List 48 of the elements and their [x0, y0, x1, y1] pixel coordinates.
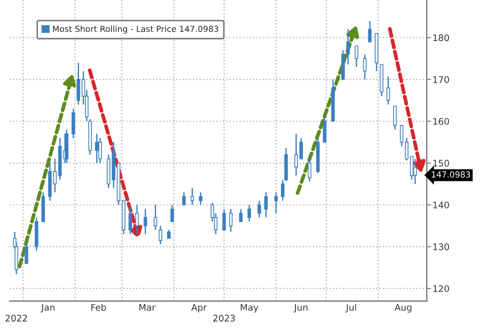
y-tick-label: 150: [433, 160, 449, 167]
candlestick: [190, 188, 194, 206]
y-tick-label: 140: [433, 202, 449, 208]
candlestick: [393, 106, 397, 130]
y-tick-label: 120: [433, 285, 449, 292]
candlestick: [354, 45, 358, 68]
candlestick: [274, 192, 278, 214]
y-tick-label: 170: [433, 76, 449, 83]
candlestick: [182, 192, 186, 206]
x-tick-label: Feb: [91, 304, 106, 311]
candlestick: [413, 158, 417, 185]
candlestick: [363, 54, 367, 80]
x-tick-label: Apr: [191, 304, 207, 313]
candlestick: [95, 133, 99, 164]
candlestick: [222, 208, 226, 231]
legend-label: Most Short Rolling - Last Price 147.0983: [53, 26, 218, 34]
candlestick: [198, 192, 202, 206]
candlestick: [158, 225, 162, 245]
candlestick: [170, 204, 174, 222]
candlestick: [144, 208, 148, 235]
x-tick-label: Aug: [394, 304, 412, 313]
candlestick: [368, 20, 372, 42]
candlestick: [154, 204, 158, 231]
candlestick: [280, 179, 284, 202]
x-tick-label: Jan: [40, 304, 54, 312]
candlestick: [24, 242, 28, 264]
x-tick-label: Mar: [139, 304, 156, 311]
candlestick: [135, 204, 139, 235]
candlestick: [264, 192, 268, 218]
candlestick: [247, 204, 251, 222]
y-tick-label: 130: [433, 243, 449, 250]
text: 147.0983: [432, 171, 470, 178]
candlestick: [308, 158, 312, 182]
candlestick: [258, 200, 262, 218]
x-tick-label: Jul: [346, 304, 356, 312]
x-tick-label: Jun: [294, 304, 308, 312]
y-tick-label: 180: [433, 34, 449, 42]
x-tick-label: May: [240, 304, 258, 313]
x2-tick-label: 2023: [213, 314, 235, 322]
candlestick: [322, 116, 326, 143]
candlestick: [386, 76, 390, 106]
x2-tick-label: 2022: [6, 314, 27, 322]
candlestick: [229, 208, 233, 232]
candlestick: [72, 108, 76, 139]
candlestick: [128, 204, 132, 235]
candlestick: [98, 137, 102, 164]
y-tick-label: 160: [433, 118, 449, 125]
candlestick: [239, 208, 243, 222]
